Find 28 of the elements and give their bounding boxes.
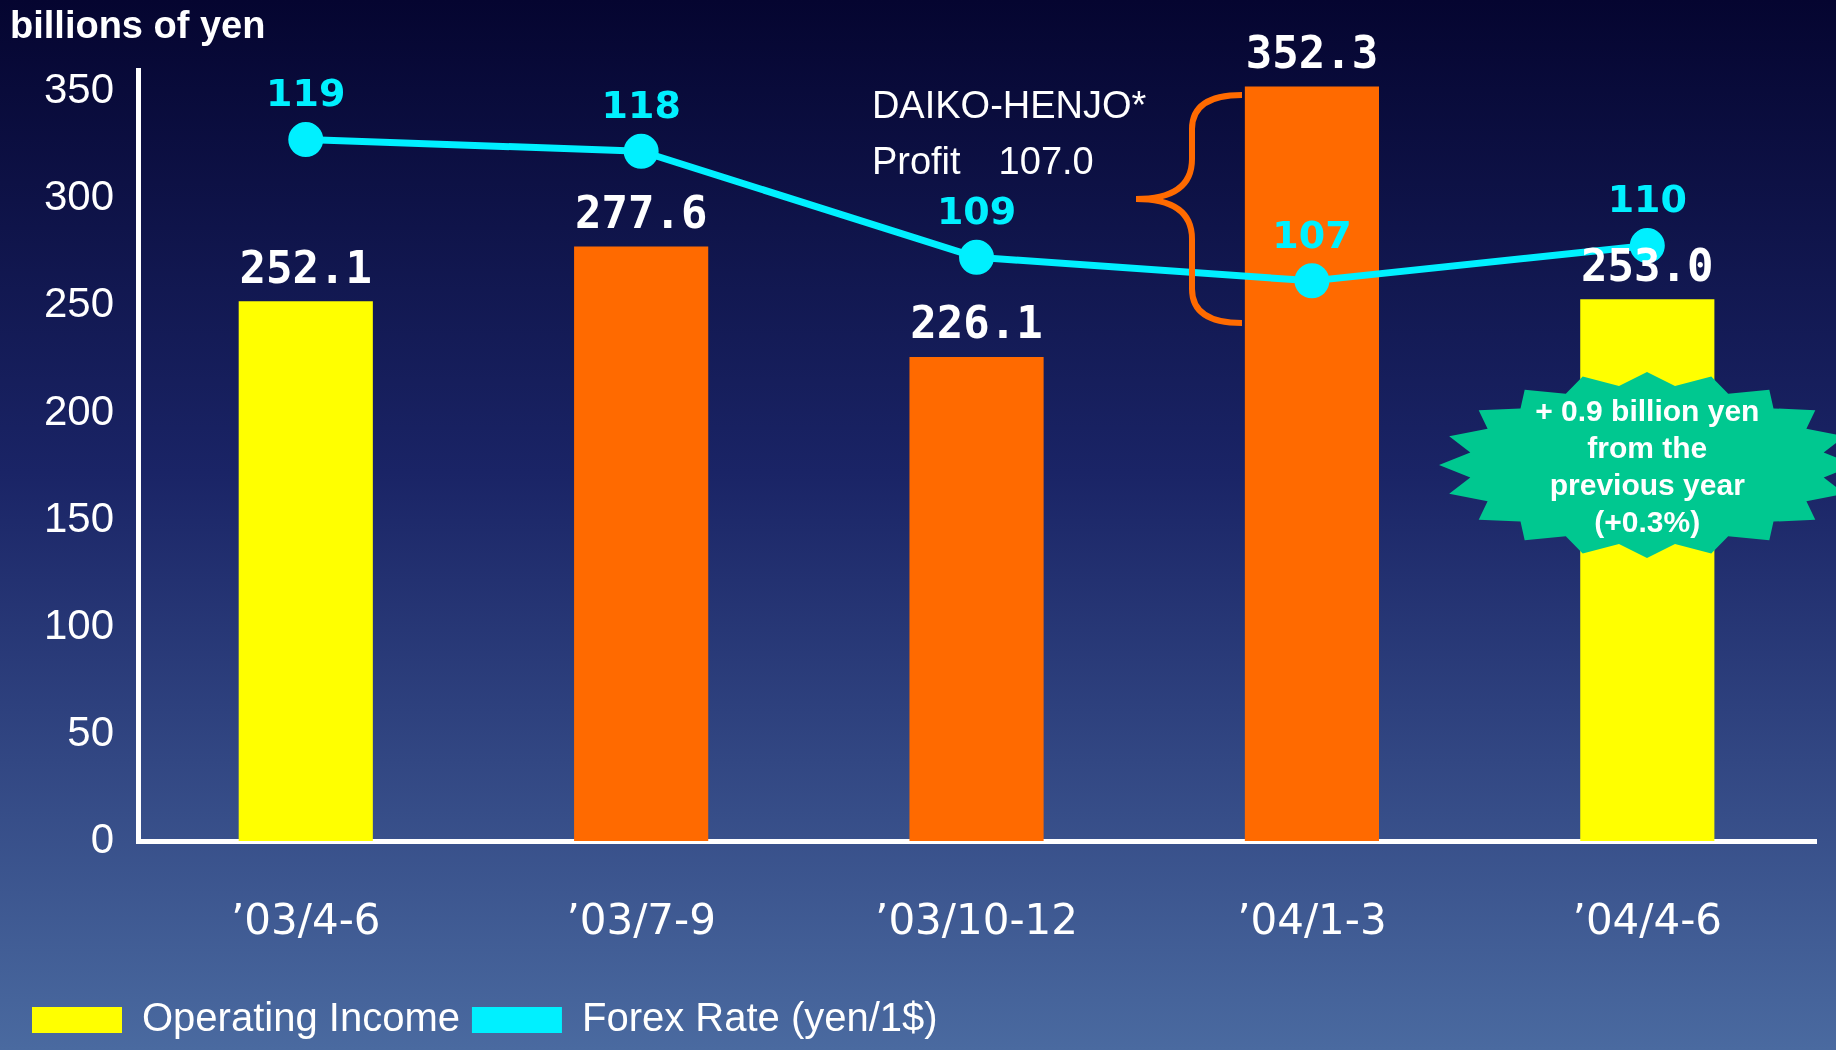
y-tick-label: 0 bbox=[90, 815, 115, 863]
y-tick-label: 50 bbox=[67, 708, 115, 756]
annotation: + 0.9 billion yen from the previous year (+0.3%) bbox=[1534, 393, 1761, 541]
y-axis-title: billions of yen bbox=[10, 4, 266, 47]
data-label: 107 bbox=[1272, 212, 1352, 257]
data-label: 118 bbox=[601, 83, 681, 128]
x-tick-label: ’04/1-3 bbox=[1237, 894, 1387, 944]
data-label: 119 bbox=[266, 71, 346, 116]
data-label: 110 bbox=[1607, 177, 1687, 222]
x-tick-label: ’03/7-9 bbox=[566, 894, 716, 944]
x-tick-label: ’03/10-12 bbox=[875, 894, 1079, 944]
y-tick-label: 250 bbox=[44, 279, 115, 327]
y-tick-label: 150 bbox=[44, 493, 115, 541]
data-label: 277.6 bbox=[574, 187, 708, 239]
y-tick-label: 300 bbox=[44, 172, 115, 220]
data-label: 226.1 bbox=[910, 297, 1043, 349]
x-tick-label: ’04/4-6 bbox=[1572, 894, 1723, 944]
data-label: 253.0 bbox=[1581, 239, 1714, 291]
data-label: 109 bbox=[936, 189, 1017, 234]
x-tick-label: ’03/4-6 bbox=[230, 894, 381, 944]
legend-label: Operating Income bbox=[142, 995, 460, 1040]
legend-label: Forex Rate (yen/1$) bbox=[581, 995, 938, 1040]
annotation: DAIKO-HENJO* Profit 107.0 bbox=[871, 82, 1147, 184]
y-tick-label: 100 bbox=[44, 600, 115, 648]
data-label: 252.1 bbox=[239, 241, 372, 293]
data-label: 352.3 bbox=[1245, 26, 1379, 78]
y-tick-label: 350 bbox=[44, 65, 115, 113]
y-tick-label: 200 bbox=[44, 386, 115, 434]
